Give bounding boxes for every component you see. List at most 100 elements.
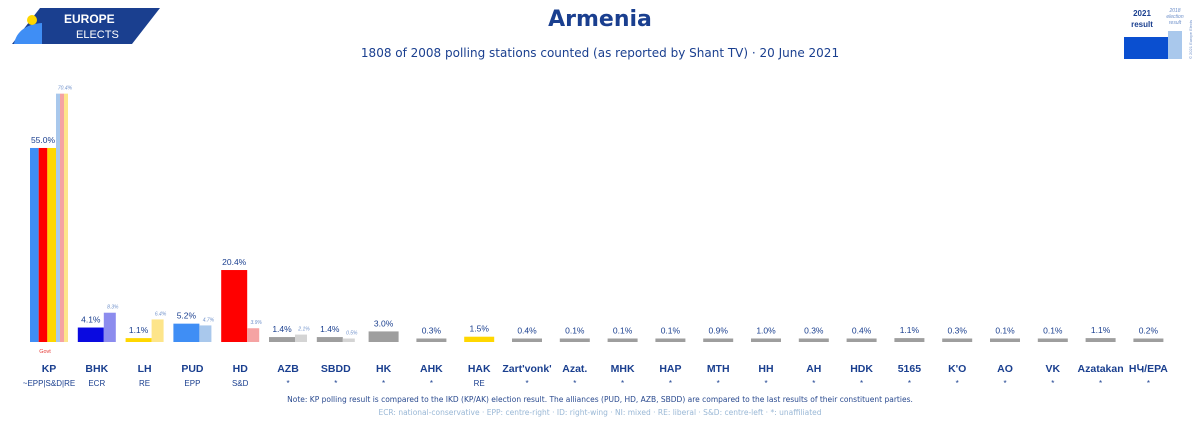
bar-ahk	[416, 338, 447, 342]
previous-label-azb: 2.1%	[297, 327, 310, 333]
group-label-ahk: *	[430, 379, 433, 388]
value-label-pud: 5.2%	[177, 311, 197, 321]
party-label-pud: PUD	[181, 363, 204, 375]
europe-elects-logo: EUROPE ELECTS	[12, 8, 160, 44]
group-legend-note: ECR: national-conservative · EPP: centre…	[378, 408, 822, 417]
bar-kp-part-3	[47, 147, 56, 342]
party-label-mhk: MHK	[611, 363, 635, 375]
group-label-azb: *	[286, 379, 289, 388]
group-label-kp: ~EPP|S&D|RE	[23, 379, 75, 388]
value-label-k-o: 0.3%	[948, 326, 968, 336]
value-label-hdk: 0.4%	[852, 326, 872, 336]
bar-pud	[173, 323, 200, 342]
bar-5165	[894, 338, 925, 342]
bar-azb	[269, 337, 295, 342]
bar-kp-part-1	[30, 147, 39, 342]
group-label-vk: *	[1051, 379, 1054, 388]
group-label-azat: *	[573, 379, 576, 388]
inset-current-label-year: 2021	[1133, 9, 1151, 18]
inset-legend: 2021 result 2018 election result © 2021 Eu…	[1124, 8, 1193, 59]
inset-current-bar	[1124, 37, 1168, 59]
previous-bar-azb	[295, 334, 307, 342]
bar-hak	[464, 336, 495, 342]
group-label-hap: *	[669, 379, 672, 388]
previous-bar-sbdd	[342, 338, 355, 342]
bar-azat	[559, 338, 590, 342]
value-label-azatakan: 1.1%	[1091, 325, 1111, 335]
previous-label-sbdd: 0.5%	[346, 331, 358, 337]
value-label-ao: 0.1%	[995, 326, 1015, 336]
group-label-ah: *	[812, 379, 815, 388]
group-label-pud: EPP	[184, 379, 200, 388]
group-label-hd: S&D	[232, 379, 249, 388]
party-label-kp: KP	[42, 363, 57, 375]
party-label-h-epa: HԿ/EPA	[1129, 363, 1168, 375]
bar-hap	[655, 338, 686, 342]
value-label-lh: 1.1%	[129, 325, 149, 335]
bar-hk	[368, 331, 399, 342]
party-label-k-o: K'O	[948, 363, 966, 375]
inset-previous-label: 2018 election result	[1166, 8, 1183, 26]
party-label-hd: HD	[233, 363, 249, 375]
bar-hh	[751, 338, 781, 342]
party-label-ahk: AHK	[420, 363, 443, 375]
inset-previous-bar	[1168, 31, 1182, 59]
previous-bar-hd	[247, 328, 260, 342]
party-label-ao: AO	[997, 363, 1013, 375]
value-label-hap: 0.1%	[661, 326, 681, 336]
previous-label-pud: 4.7%	[203, 317, 215, 323]
previous-bar-bhk	[103, 312, 116, 342]
bar-lh	[125, 338, 152, 342]
value-label-h-epa: 0.2%	[1139, 326, 1159, 336]
bar-vk	[1037, 338, 1068, 342]
value-label-ahk: 0.3%	[422, 326, 442, 336]
footnote: Note: KP polling result is compared to t…	[287, 395, 913, 404]
previous-label-hd: 3.9%	[250, 320, 262, 326]
group-label-hk: *	[382, 379, 385, 388]
inset-current-label-result: result	[1131, 20, 1153, 29]
previous-bar-kp-part-1	[56, 93, 60, 343]
bar-mth	[703, 338, 734, 342]
group-label-hak: RE	[474, 379, 485, 388]
group-label-h-epa: *	[1147, 379, 1150, 388]
party-label-sbdd: SBDD	[321, 363, 351, 375]
logo-text-europe: EUROPE	[64, 12, 115, 26]
bar-hd	[221, 270, 248, 342]
value-label-bhk: 4.1%	[81, 315, 101, 325]
value-label-hk: 3.0%	[374, 318, 394, 328]
party-label-hk: HK	[376, 363, 392, 375]
previous-bar-kp-part-3	[64, 93, 68, 343]
value-label-zart-vonk: 0.4%	[517, 326, 537, 336]
party-label-hh: HH	[758, 363, 773, 375]
group-label-mhk: *	[621, 379, 624, 388]
party-label-azat: Azat.	[562, 363, 587, 375]
value-label-sbdd: 1.4%	[320, 324, 340, 334]
party-label-zart-vonk: Zart'vonk'	[502, 363, 551, 375]
group-label-bhk: ECR	[88, 379, 105, 388]
bar-azatakan	[1085, 338, 1116, 342]
bar-bhk	[77, 327, 104, 342]
value-label-vk: 0.1%	[1043, 326, 1063, 336]
value-label-hd: 20.4%	[222, 257, 247, 267]
party-label-lh: LH	[138, 363, 152, 375]
party-label-hap: HAP	[659, 363, 681, 375]
bar-sbdd	[316, 337, 343, 342]
bar-zart-vonk	[512, 338, 542, 342]
party-label-hdk: HDK	[850, 363, 873, 375]
group-label-zart-vonk: *	[525, 379, 528, 388]
value-label-azb: 1.4%	[272, 324, 292, 334]
value-label-hh: 1.0%	[756, 325, 776, 335]
value-label-hak: 1.5%	[470, 324, 490, 334]
group-label-mth: *	[717, 379, 720, 388]
value-label-ah: 0.3%	[804, 326, 824, 336]
party-label-bhk: BHK	[85, 363, 108, 375]
value-label-azat: 0.1%	[565, 326, 585, 336]
party-label-5165: 5165	[898, 363, 922, 375]
previous-bar-kp-part-2	[60, 93, 64, 343]
group-label-hh: *	[764, 379, 767, 388]
group-label-k-o: *	[956, 379, 959, 388]
bar-h-epa	[1133, 338, 1164, 342]
value-label-mhk: 0.1%	[613, 326, 633, 336]
group-label-sbdd: *	[334, 379, 337, 388]
